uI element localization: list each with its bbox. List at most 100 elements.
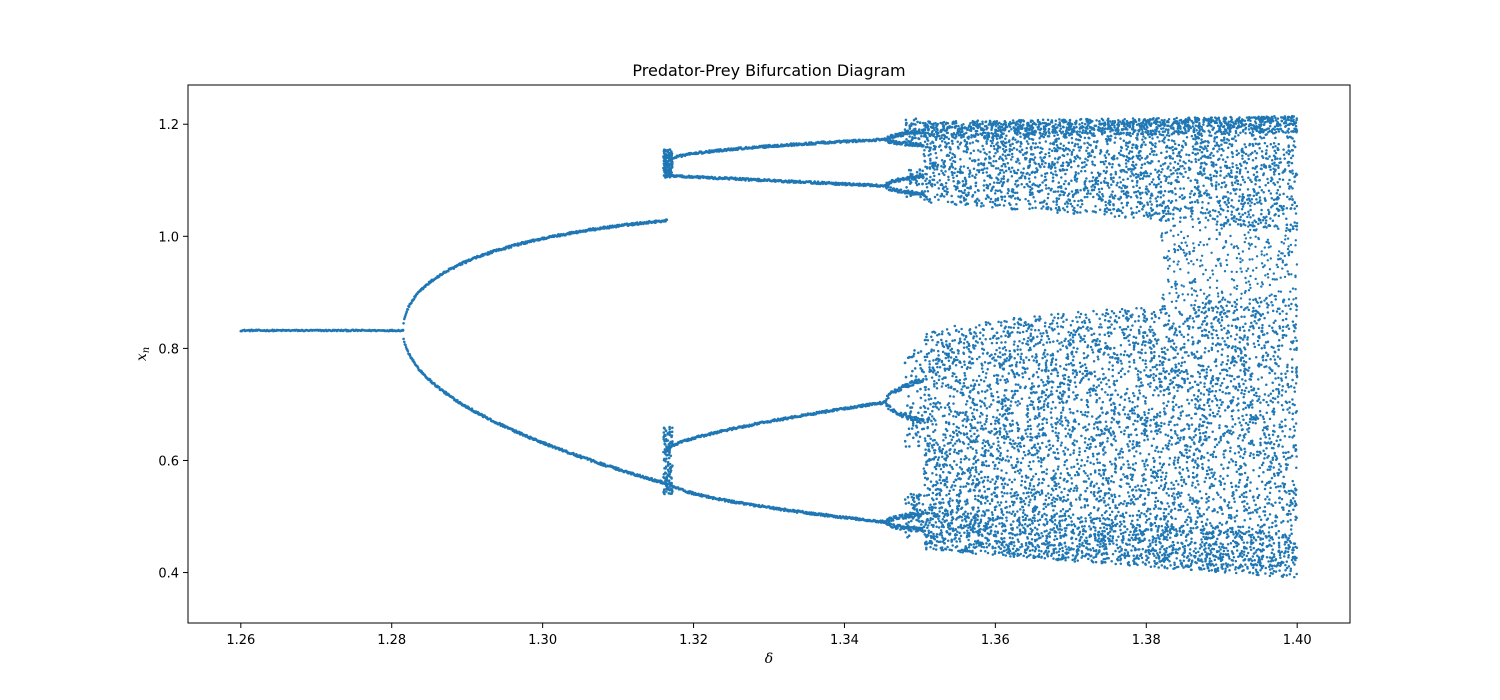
data-point	[1105, 308, 1109, 312]
data-point	[1288, 400, 1291, 404]
data-point	[1067, 375, 1070, 379]
data-point	[904, 512, 907, 516]
data-point	[1143, 162, 1147, 166]
data-point	[1034, 142, 1038, 145]
data-point	[1010, 166, 1014, 169]
data-point	[1219, 174, 1222, 177]
data-point	[908, 182, 912, 185]
data-point	[1094, 560, 1098, 564]
data-point	[968, 471, 972, 474]
data-point	[1003, 195, 1007, 198]
data-point	[666, 468, 670, 472]
data-point	[1295, 308, 1298, 312]
data-point	[1293, 429, 1297, 432]
data-point	[1066, 448, 1070, 451]
data-point	[920, 414, 924, 417]
data-point	[1157, 159, 1161, 163]
data-point	[1243, 389, 1247, 393]
data-point	[1000, 532, 1004, 536]
data-point	[1048, 341, 1052, 344]
data-point	[1230, 324, 1234, 327]
data-point	[1092, 427, 1096, 430]
data-point	[899, 388, 903, 392]
data-point	[904, 445, 908, 448]
data-point	[906, 404, 909, 407]
data-point	[1034, 318, 1038, 321]
data-point	[1063, 202, 1067, 205]
data-point	[1013, 470, 1017, 474]
data-point	[1219, 483, 1223, 486]
data-point	[906, 176, 909, 179]
data-point	[982, 189, 986, 192]
data-point	[1227, 506, 1231, 510]
data-point	[989, 197, 993, 201]
data-point	[664, 171, 668, 174]
data-point	[1155, 368, 1159, 371]
data-point	[1218, 388, 1222, 392]
data-point	[667, 456, 671, 460]
data-point	[1148, 385, 1152, 388]
data-point	[412, 298, 416, 301]
data-point	[667, 492, 671, 495]
data-point	[1040, 378, 1043, 382]
data-point	[1139, 554, 1143, 557]
data-point	[913, 349, 916, 352]
data-point	[1223, 181, 1226, 184]
data-point	[1077, 145, 1080, 149]
data-point	[1008, 364, 1012, 368]
data-point	[1291, 154, 1295, 157]
data-point	[401, 328, 405, 332]
data-point	[947, 492, 951, 496]
data-point	[1187, 338, 1190, 342]
data-point	[1209, 408, 1212, 411]
data-point	[668, 450, 671, 453]
data-point	[950, 438, 954, 442]
data-point	[1209, 173, 1212, 177]
data-point	[1254, 391, 1258, 395]
data-point	[1291, 398, 1294, 401]
data-point	[1247, 506, 1251, 509]
data-point	[1210, 568, 1213, 572]
data-point	[1152, 437, 1155, 441]
data-point	[1266, 306, 1269, 309]
data-point	[1016, 400, 1020, 403]
data-point	[1204, 302, 1208, 305]
data-point	[953, 450, 956, 454]
data-point	[666, 433, 670, 436]
data-point	[1050, 390, 1053, 393]
data-point	[1166, 567, 1169, 570]
data-point	[1206, 518, 1209, 521]
data-point	[1102, 526, 1106, 529]
data-point	[1144, 521, 1148, 524]
data-point	[889, 186, 893, 189]
data-point	[905, 121, 908, 125]
data-point	[905, 522, 908, 525]
data-point	[669, 151, 673, 154]
data-point	[1291, 203, 1294, 207]
data-point	[1295, 314, 1298, 318]
data-point	[1262, 398, 1265, 402]
data-point	[916, 430, 920, 434]
data-point	[1047, 151, 1051, 155]
data-point	[1138, 186, 1141, 190]
data-point	[908, 355, 911, 359]
data-point	[1154, 543, 1158, 546]
data-point	[1084, 517, 1087, 520]
data-point	[670, 492, 674, 495]
data-point	[1109, 534, 1112, 538]
data-point	[1201, 564, 1205, 567]
data-point	[1241, 439, 1245, 442]
data-point	[1076, 320, 1079, 324]
data-point	[923, 148, 926, 152]
data-point	[945, 328, 949, 331]
data-point	[1073, 209, 1077, 213]
data-point	[1142, 214, 1146, 218]
data-point	[405, 310, 409, 314]
data-point	[913, 367, 917, 370]
data-point	[1013, 322, 1016, 326]
data-point	[1261, 415, 1265, 418]
data-point	[1083, 525, 1086, 528]
data-point	[1151, 491, 1154, 495]
data-point	[1048, 325, 1051, 329]
data-point	[1003, 327, 1007, 330]
